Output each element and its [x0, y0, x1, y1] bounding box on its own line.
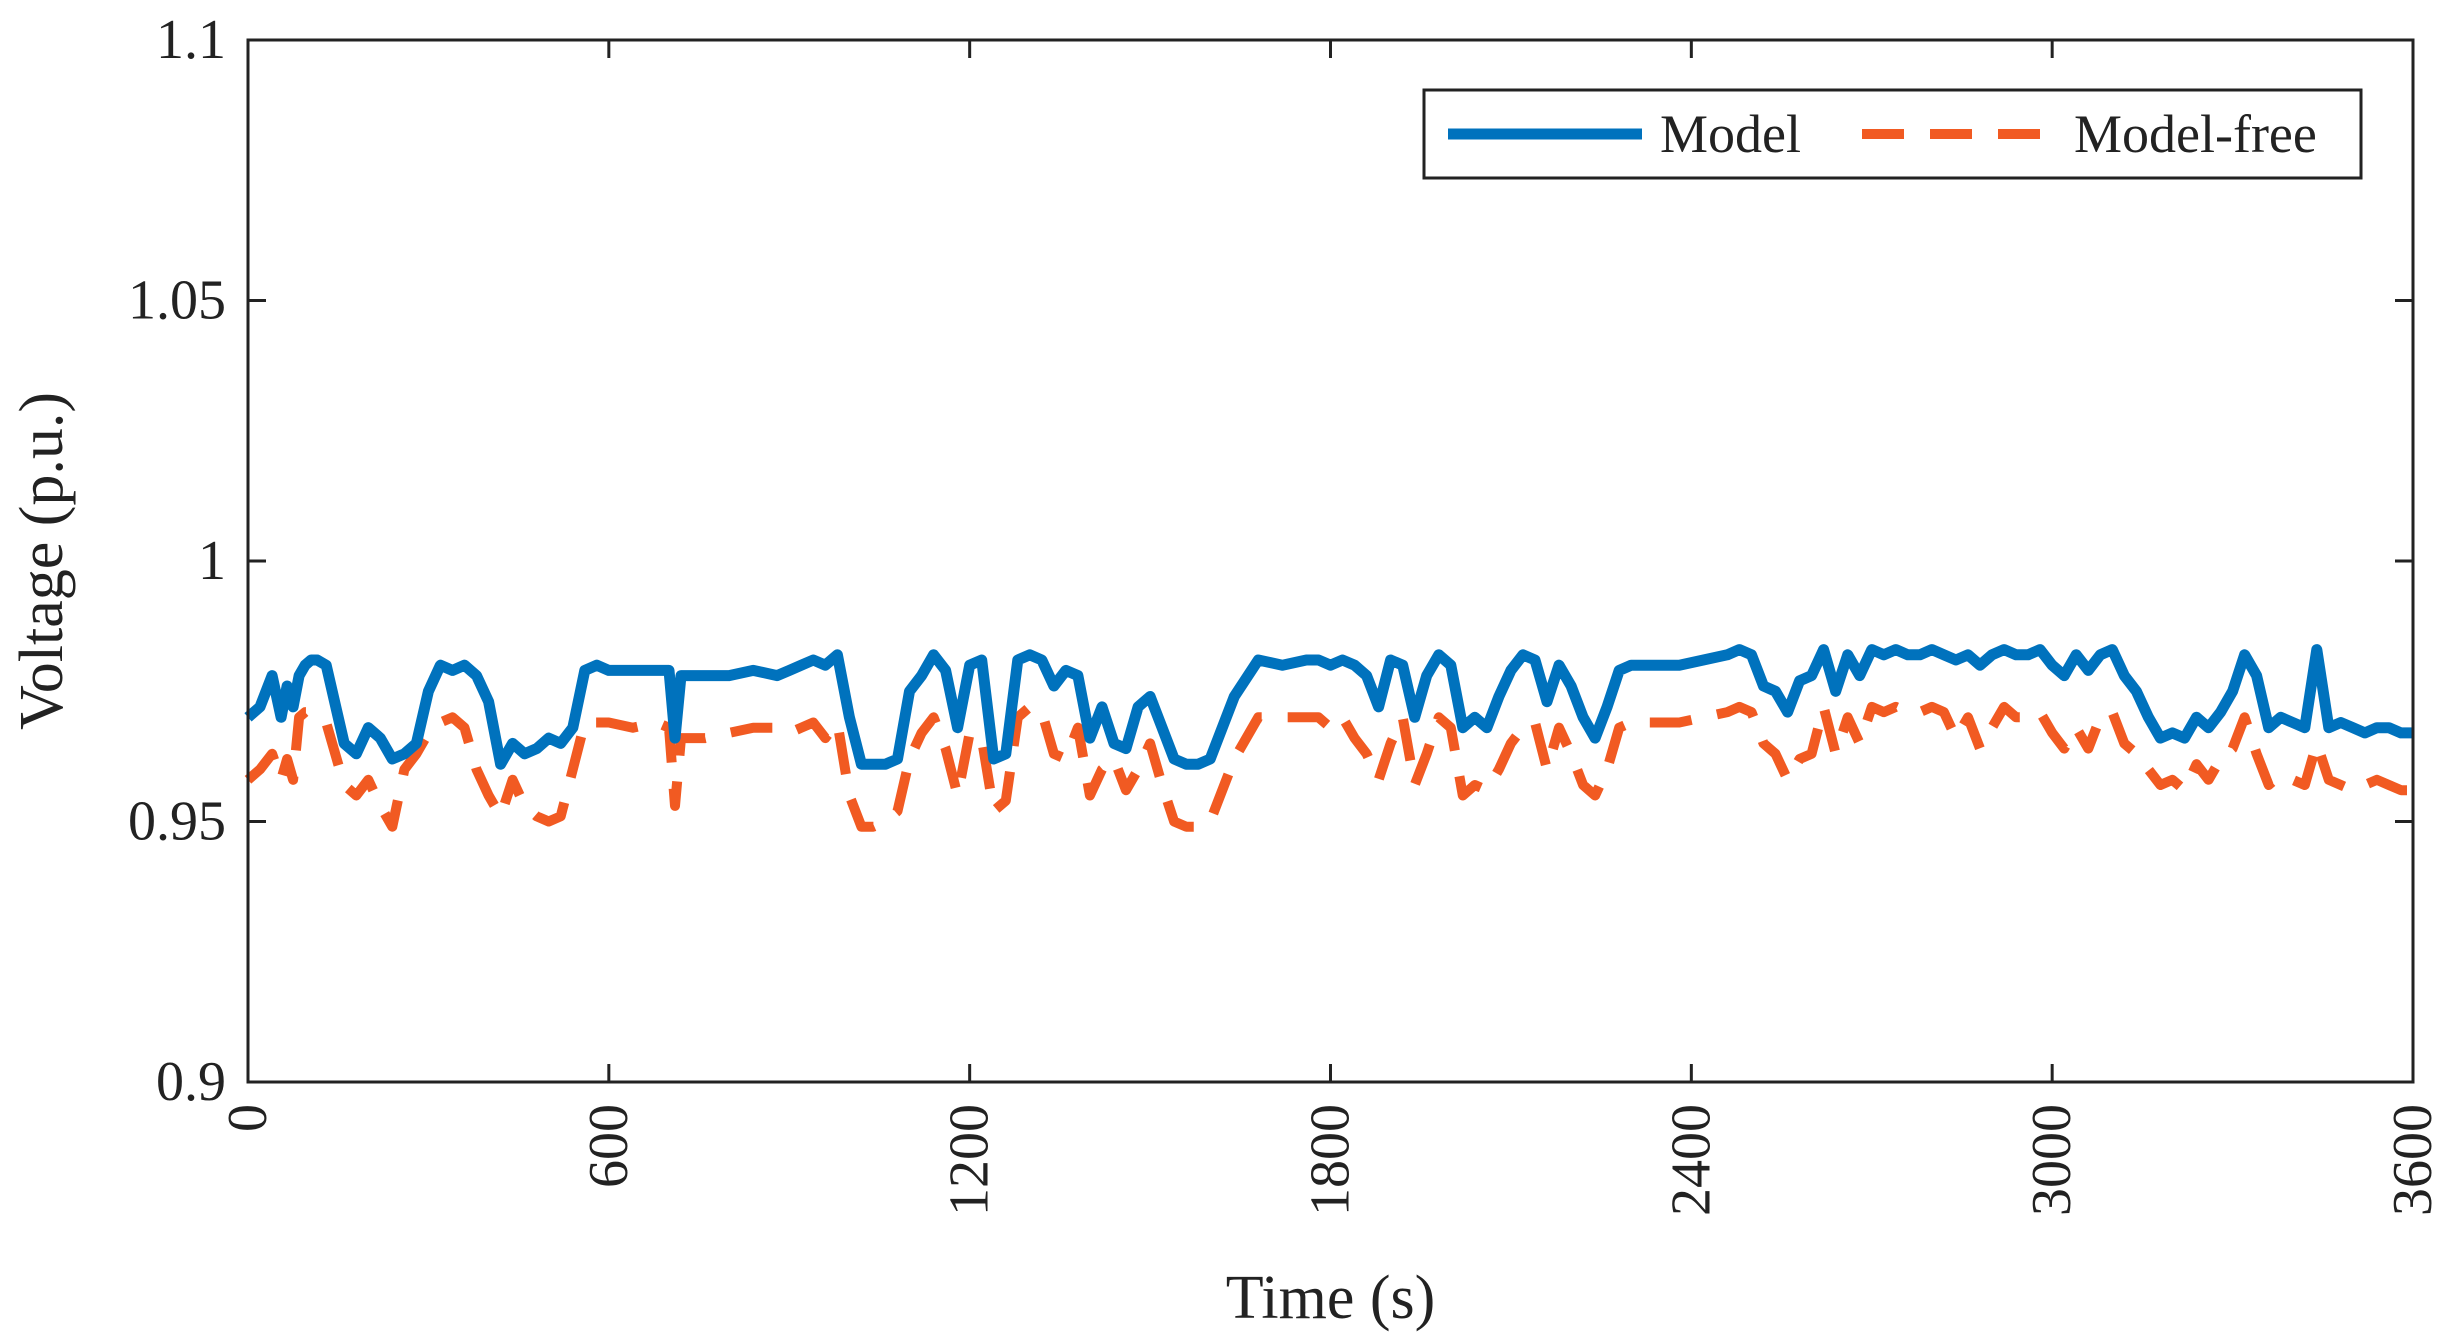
- y-tick-label: 1.05: [128, 270, 226, 332]
- x-tick-label: 2400: [1660, 1104, 1722, 1216]
- series-group: [244, 644, 2413, 832]
- x-axis-title: Time (s): [1226, 1264, 1436, 1332]
- legend-label-model: Model: [1660, 104, 1801, 164]
- series-line-model: [244, 644, 2413, 770]
- y-tick-label: 0.9: [156, 1051, 226, 1113]
- ticks-group: 0 600 1200 1800 2400 3000 3600 0.9 0.95 1 1.05 1.1: [128, 9, 2444, 1216]
- x-tick-label: 1800: [1300, 1104, 1362, 1216]
- x-tick-label: 3000: [2021, 1104, 2083, 1216]
- y-tick-label: 1.1: [156, 9, 226, 71]
- x-tick-label: 1200: [939, 1104, 1001, 1216]
- y-axis-title: Voltage (p.u.): [8, 392, 76, 730]
- y-tick-label: 1: [198, 530, 226, 592]
- y-tick-label: 0.95: [128, 791, 226, 853]
- legend-label-model-free: Model-free: [2074, 104, 2317, 164]
- series-line-model-free: [244, 701, 2413, 832]
- x-tick-label: 3600: [2382, 1104, 2444, 1216]
- x-tick-label: 600: [578, 1104, 640, 1188]
- legend: Model Model-free: [1422, 88, 2363, 180]
- x-tick-label: 0: [217, 1104, 279, 1132]
